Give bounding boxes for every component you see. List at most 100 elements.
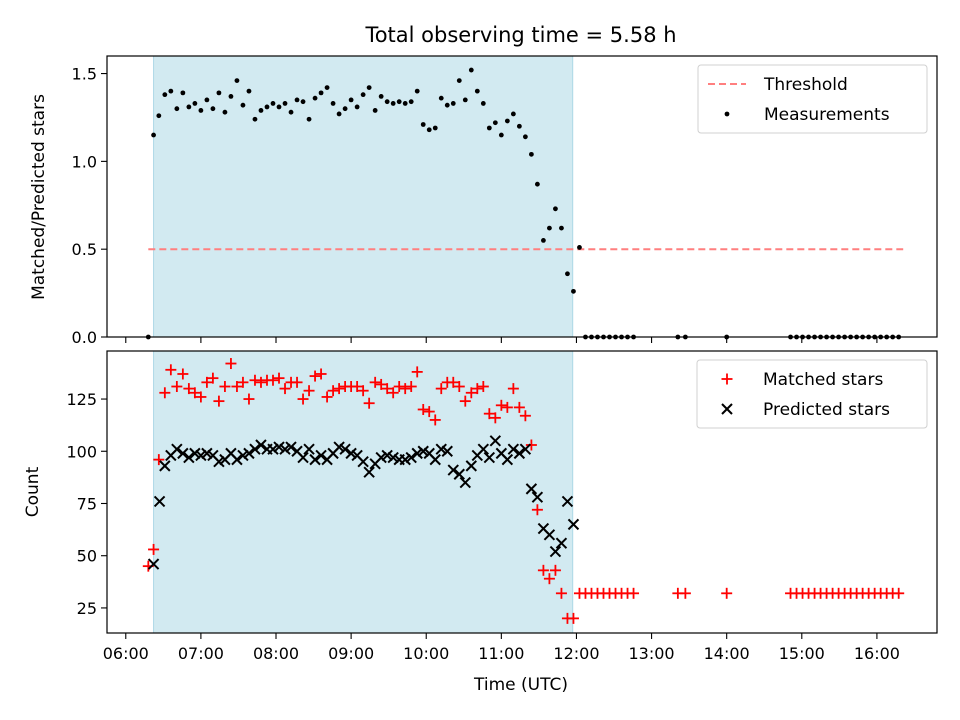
predicted-star-point [243,447,255,460]
measurement-point [300,99,306,105]
measurement-point [210,106,216,112]
matched-star-point [357,385,369,397]
observing-window-shade [153,55,574,338]
legend-measurements-label: Measurements [764,105,890,125]
predicted-star-point [357,456,369,468]
y-tick-label: 0.0 [72,328,97,347]
predicted-star-point [477,443,490,455]
matched-star-point [159,387,171,399]
ratio-panel: 0.0 0.5 1.0 1.5 Matched/Predicted stars Thr… [29,55,938,347]
measurement-point [180,90,186,96]
predicted-star-point [531,491,544,503]
predicted-star-point [153,495,166,508]
measurement-point [480,101,486,106]
legend-predicted-swatch [721,403,733,415]
matched-star-point [171,381,183,393]
predicted-star-point [513,447,526,460]
predicted-star-point [363,466,375,478]
measurement-point [234,78,240,83]
matched-star-point [195,391,207,403]
predicted-star-point [561,495,574,508]
matched-star-point [423,406,435,418]
legend-matched-swatch [721,373,733,385]
matched-star-point [303,385,315,397]
predicted-star-point [525,483,538,495]
predicted-star-point [447,464,459,476]
predicted-star-point [333,441,345,453]
matched-star-point [183,383,195,395]
matched-star-point [291,376,303,388]
matched-star-point [177,368,189,380]
matched-star-point [543,573,555,585]
measurement-point [240,102,246,108]
predicted-star-point [417,445,429,457]
matched-star-point [501,401,513,413]
predicted-star-point [213,456,225,468]
measurement-point [402,101,408,106]
measurement-point [306,116,312,122]
measurement-point [216,90,222,96]
predicted-star-point [483,451,496,464]
measurement-point [330,101,336,106]
predicted-star-point [267,443,279,455]
matched-star-point [477,381,489,393]
predicted-star-point [507,443,520,455]
predicted-star-point [375,451,387,464]
matched-star-point [721,587,733,599]
matched-star-point [393,381,405,393]
matched-star-point [213,395,225,407]
matched-star-point [243,393,255,405]
measurement-point [462,97,468,103]
legend-measurements-swatch [724,111,730,117]
measurement-point [438,95,444,101]
measurement-point [378,93,384,99]
measurement-point [450,101,456,106]
measurement-point [186,104,192,110]
predicted-star-point [177,447,189,460]
x-axis-label: Time (UTC) [473,675,568,695]
measurement-point [444,102,450,108]
matched-star-point [417,403,429,415]
predicted-star-point [315,449,327,462]
measurement-point [270,101,276,106]
matched-star-point [297,393,309,405]
matched-star-point [363,397,375,409]
measurement-point [504,118,510,124]
measurement-point [156,113,162,119]
predicted-star-point [435,443,447,455]
matched-star-point [333,383,345,395]
matched-star-point [327,385,339,397]
measurement-point [408,99,414,105]
matched-star-point [153,454,165,466]
matched-star-point [537,564,549,576]
predicted-star-point [309,453,321,466]
matched-star-point [321,391,333,403]
matched-star-point [309,370,321,382]
matched-star-point [225,358,237,370]
matched-star-point [219,381,231,393]
measurement-point [396,99,402,105]
matched-star-point [549,564,561,576]
measurement-point [222,109,228,115]
count-panel-frame [106,350,938,634]
matched-star-point [459,395,471,407]
predicted-star-point [501,453,514,466]
predicted-star-point [303,443,315,455]
y-tick-label: 25 [77,599,97,618]
ratio-legend-box [697,64,928,134]
matched-star-point [165,364,177,376]
count-legend-box [696,359,928,429]
predicted-star-point [285,441,297,453]
measurement-point [390,101,396,106]
matched-star-point [148,543,160,555]
matched-star-point [471,383,483,395]
predicted-star-point [549,545,562,558]
legend-threshold-label: Threshold [763,75,848,95]
ratio-legend: Threshold Measurements [697,64,928,134]
matched-star-point [435,383,447,395]
matched-star-point [495,399,507,411]
matched-star-point [249,374,261,386]
legend-predicted-marker [721,403,733,415]
x-tick-label: 16:00 [854,644,900,663]
measurement-point [258,108,264,113]
